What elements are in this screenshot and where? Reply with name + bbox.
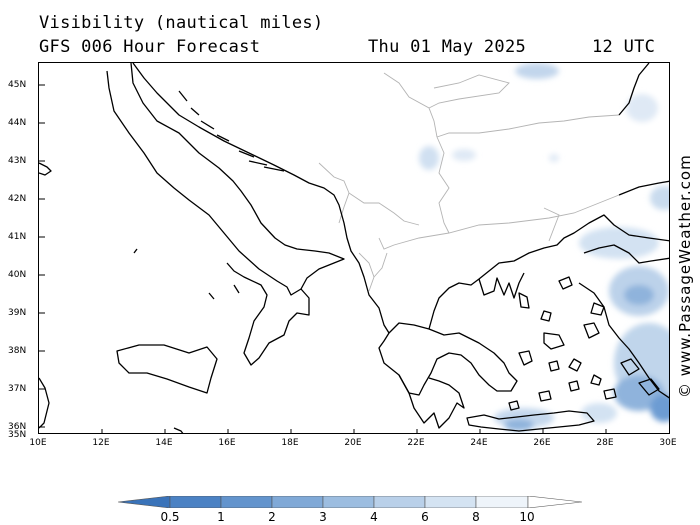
colorbar-segment <box>169 496 222 508</box>
map-canvas <box>39 63 669 433</box>
lat-label: 44N <box>8 118 27 128</box>
lat-label: 36N <box>8 422 27 432</box>
lat-label: 45N <box>8 80 27 90</box>
colorbar-label: 4 <box>370 510 378 524</box>
lon-label: 26E <box>533 438 551 448</box>
colorbar-label: 10 <box>519 510 535 524</box>
lon-label: 28E <box>596 438 614 448</box>
colorbar-segment <box>373 496 426 508</box>
lon-label: 20E <box>344 438 362 448</box>
frame-ticks <box>39 84 607 433</box>
colorbar-label: 2 <box>268 510 276 524</box>
colorbar-label: 8 <box>472 510 480 524</box>
lon-label: 22E <box>407 438 425 448</box>
low-visibility-areas <box>419 63 669 431</box>
lat-label: 37N <box>8 384 27 394</box>
colorbar-label: 6 <box>421 510 429 524</box>
lat-label: 40N <box>8 270 27 280</box>
colorbar-segment <box>424 496 477 508</box>
country-borders <box>318 72 620 292</box>
colorbar-label: 3 <box>319 510 327 524</box>
map-title: Visibility (nautical miles) <box>39 13 324 33</box>
colorbar-segment <box>118 496 171 508</box>
colorbar-segment <box>475 496 529 508</box>
forecast-label: GFS 006 Hour Forecast <box>39 37 261 57</box>
lon-label: 10E <box>29 438 47 448</box>
forecast-date: Thu 01 May 2025 <box>368 37 527 57</box>
lat-label: 42N <box>8 194 27 204</box>
lon-label: 24E <box>470 438 488 448</box>
lat-label: 39N <box>8 308 27 318</box>
lat-label: 41N <box>8 232 27 242</box>
colorbar-segment <box>322 496 375 508</box>
colorbar-segment <box>527 496 582 508</box>
visibility-colorbar <box>118 496 582 508</box>
coastlines <box>39 63 669 433</box>
colorbar-segment <box>271 496 324 508</box>
lat-label: 35N <box>8 430 27 440</box>
lon-label: 30E <box>659 438 677 448</box>
lon-label: 18E <box>281 438 299 448</box>
lon-label: 14E <box>155 438 173 448</box>
credit-watermark: © www.PassageWeather.com <box>676 154 694 398</box>
lat-label: 43N <box>8 156 27 166</box>
colorbar-label: 1 <box>217 510 225 524</box>
colorbar-segment <box>220 496 273 508</box>
colorbar-label: 0.5 <box>160 510 180 524</box>
lon-label: 12E <box>92 438 110 448</box>
visibility-map <box>38 62 670 434</box>
forecast-time: 12 UTC <box>592 37 656 57</box>
lon-label: 16E <box>218 438 236 448</box>
lat-label: 38N <box>8 346 27 356</box>
